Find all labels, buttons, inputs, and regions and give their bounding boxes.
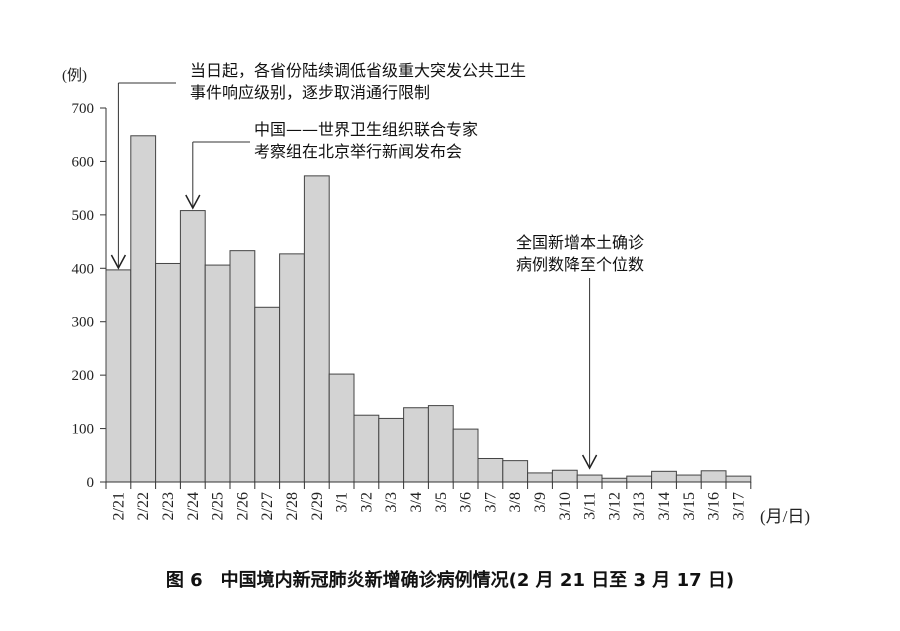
bar [651, 470, 677, 483]
bar [601, 477, 628, 483]
bar [130, 135, 157, 483]
bar [204, 264, 231, 483]
bar [452, 428, 479, 483]
annotation-text: 全国新增本土确诊 [516, 233, 644, 252]
y-tick-label: 500 [72, 208, 95, 224]
x-tick-label: 3/2 [358, 492, 375, 512]
bar [303, 175, 330, 483]
annotation-text: 病例数降至个位数 [516, 255, 644, 274]
bar [378, 417, 405, 483]
x-tick-label: 2/26 [234, 492, 251, 520]
x-tick-label: 3/1 [334, 492, 351, 512]
x-tick-label: 3/5 [433, 492, 450, 512]
bar [353, 414, 380, 483]
y-tick-label: 300 [72, 315, 95, 331]
x-tick-label: 3/16 [706, 492, 723, 520]
x-tick-label: 2/24 [185, 492, 202, 520]
arrow-icon [581, 454, 598, 470]
x-axis: 2/21 2/22 2/23 2/24 2/25 2/26 2/27 2/28 2/29 3/1 3… [105, 481, 752, 520]
x-tick-label: 3/6 [458, 492, 475, 512]
annotation-text: 中国——世界卫生组织联合专家 [254, 120, 478, 139]
y-tick-label: 200 [72, 368, 95, 384]
bar [576, 474, 603, 483]
x-tick-label: 3/8 [507, 492, 524, 512]
annotation-text: 当日起，各省份陆续调低省级重大突发公共卫生 [190, 61, 526, 80]
y-tick-label: 600 [72, 154, 95, 170]
bar [105, 269, 132, 483]
x-tick-label: 2/29 [309, 492, 326, 520]
x-tick-label: 2/28 [284, 492, 301, 520]
x-tick-label: 3/7 [482, 492, 499, 512]
bar [328, 373, 355, 483]
x-tick-label: 2/27 [259, 492, 276, 520]
bar [254, 306, 281, 483]
annotations: 当日起，各省份陆续调低省级重大突发公共卫生事件响应级别，逐步取消通行限制中国——… [110, 61, 644, 470]
bar [477, 457, 504, 483]
bar [427, 405, 454, 483]
arrow-icon [110, 254, 127, 270]
bar [179, 210, 206, 483]
bar [700, 470, 727, 483]
y-tick-label: 400 [72, 261, 95, 277]
bar [551, 469, 578, 483]
x-tick-label: 3/9 [532, 492, 549, 512]
bar [155, 262, 181, 483]
x-tick-label: 3/11 [582, 492, 599, 520]
x-tick-label: 3/10 [557, 492, 574, 520]
x-tick-label: 2/23 [160, 492, 177, 520]
bar [527, 472, 553, 483]
x-tick-label: 3/4 [408, 492, 425, 512]
arrow-icon [185, 194, 201, 210]
y-tick-label: 0 [87, 475, 95, 491]
bar [279, 253, 305, 483]
y-axis-label: (例) [62, 67, 87, 84]
x-tick-label: 3/15 [681, 492, 698, 520]
y-tick-label: 700 [72, 101, 95, 117]
bar [403, 407, 429, 483]
x-tick-label: 2/21 [110, 492, 127, 520]
bars [105, 135, 752, 483]
x-tick-label: 3/13 [631, 492, 648, 520]
chart-title: 图 6 中国境内新冠肺炎新增确诊病例情况(2 月 21 日至 3 月 17 日) [166, 569, 734, 591]
bar [502, 460, 529, 483]
y-axis: 0 100 200 300 400 500 600 700 [72, 101, 107, 491]
annotation-text: 考察组在北京举行新闻发布会 [254, 142, 462, 161]
x-tick-label: 3/3 [383, 492, 400, 512]
x-tick-label: 3/12 [606, 492, 623, 520]
x-tick-label: 2/25 [210, 492, 227, 520]
x-tick-label: 2/22 [135, 492, 152, 520]
bar [675, 474, 702, 483]
x-tick-label: 3/14 [656, 492, 673, 520]
annotation-text: 事件响应级别，逐步取消通行限制 [190, 83, 430, 102]
bar [626, 475, 653, 483]
y-tick-label: 100 [72, 422, 95, 438]
x-tick-label: 3/17 [730, 492, 747, 520]
bar [229, 250, 256, 483]
bar [725, 475, 752, 483]
x-axis-label: (月/日) [760, 507, 810, 526]
